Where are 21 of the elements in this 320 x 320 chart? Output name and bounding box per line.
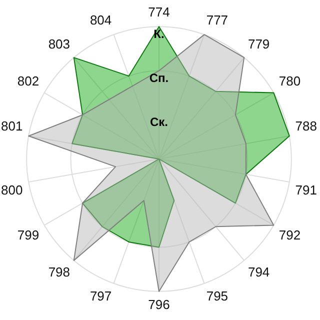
spoke-label: 774 (148, 4, 170, 20)
spoke-label: 802 (17, 74, 40, 89)
y-tick-label: К. (154, 26, 164, 41)
spoke-label: 796 (148, 296, 170, 312)
spoke-label: 795 (206, 288, 228, 304)
spoke-label: 780 (278, 74, 301, 89)
spoke-label: 792 (278, 228, 301, 243)
spoke-label: 801 (0, 118, 23, 134)
spoke-label: 788 (295, 118, 318, 134)
spoke-label: 799 (17, 228, 40, 243)
spoke-label: 803 (48, 36, 70, 52)
spoke-label: 777 (206, 12, 228, 28)
y-tick-label: Сп. (149, 71, 169, 86)
spoke-label: 779 (248, 36, 270, 52)
spoke-label: 797 (90, 288, 112, 304)
spoke-label: 791 (295, 182, 318, 198)
spoke-label: 804 (90, 12, 112, 28)
y-tick-label: Ск. (150, 115, 168, 130)
spoke-label: 794 (248, 264, 270, 280)
spoke-label: 800 (0, 182, 23, 198)
spoke-label: 798 (48, 264, 70, 280)
